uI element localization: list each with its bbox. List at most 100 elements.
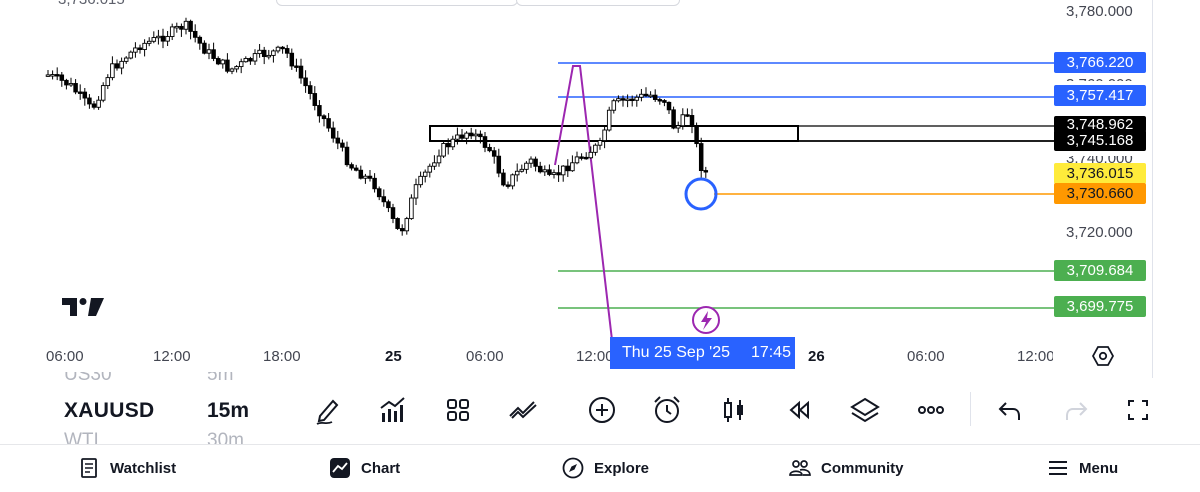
candle-body — [643, 93, 649, 97]
price-tag-blue[interactable]: 3,757.417 — [1054, 85, 1146, 106]
price-chart[interactable] — [0, 0, 1152, 340]
layers-icon[interactable] — [849, 394, 881, 426]
candle-body — [593, 144, 598, 153]
menu-icon — [1049, 461, 1067, 475]
symbol-next[interactable]: WTI — [64, 430, 99, 444]
candle-body — [312, 93, 318, 106]
candle-body — [91, 103, 97, 108]
timeframe-next[interactable]: 30m — [207, 430, 244, 444]
price-axis-border — [1152, 0, 1153, 378]
alarm-icon[interactable] — [651, 394, 683, 426]
current-price-marker — [684, 177, 718, 211]
candle-body — [142, 42, 147, 51]
candle-body — [197, 36, 203, 44]
price-tag-green[interactable]: 3,699.775 — [1054, 296, 1146, 317]
candle-body — [570, 162, 575, 172]
price-tag-orange[interactable]: 3,730.660 — [1054, 183, 1146, 204]
add-icon[interactable] — [586, 394, 618, 426]
candle-body — [298, 65, 304, 79]
compass-icon — [562, 457, 584, 479]
pattern-icon[interactable] — [507, 394, 539, 426]
nav-community[interactable]: Community — [789, 445, 904, 491]
candle-body — [294, 65, 299, 68]
nav-explore[interactable]: Explore — [562, 445, 649, 491]
candle-body — [616, 98, 621, 102]
candle-body — [128, 51, 134, 59]
zone-rectangle — [429, 125, 799, 142]
price-tag-black[interactable]: 3,745.168 — [1054, 130, 1146, 151]
candle-body — [151, 37, 157, 42]
symbol-current[interactable]: XAUUSD — [64, 399, 155, 422]
grid-icon[interactable] — [442, 394, 474, 426]
crosshair-time-tooltip: Thu 25 Sep '25 17:45 — [610, 337, 795, 369]
candle-body — [666, 101, 672, 111]
candle-body — [238, 61, 244, 68]
candle-body — [542, 169, 548, 173]
candle-body — [45, 74, 51, 77]
candle-body — [215, 58, 221, 65]
candle-body — [634, 96, 640, 101]
candle-body — [386, 201, 391, 209]
price-tag-black[interactable]: 3,748.962 — [1054, 116, 1146, 133]
symbol-prev[interactable]: US30 — [64, 372, 112, 385]
candle-body — [597, 140, 603, 146]
candle-body — [510, 174, 515, 187]
candle-body — [404, 218, 410, 232]
fullscreen-icon[interactable] — [1122, 394, 1152, 426]
candle-body — [445, 143, 451, 148]
candle-body — [482, 136, 488, 148]
nav-watchlist[interactable]: Watchlist — [78, 445, 176, 491]
toolbar-divider — [970, 392, 971, 426]
pencil-icon[interactable] — [312, 394, 344, 426]
price-tag-yellow[interactable]: 3,736.015 — [1054, 163, 1146, 184]
candle-body — [602, 129, 607, 142]
candles-icon[interactable] — [718, 394, 750, 426]
replay-icon[interactable] — [783, 394, 815, 426]
candle-body — [367, 175, 373, 179]
candle-body — [455, 134, 460, 140]
candle-body — [59, 74, 65, 81]
candle-body — [188, 20, 193, 32]
more-icon[interactable] — [915, 394, 947, 426]
timeframe-prev[interactable]: 5m — [207, 372, 234, 385]
redo-icon[interactable] — [1060, 394, 1092, 426]
candle-body — [119, 60, 124, 69]
undo-icon[interactable] — [994, 394, 1026, 426]
chart-settings-icon[interactable] — [1092, 345, 1114, 367]
candle-body — [363, 175, 368, 179]
price-tag-green[interactable]: 3,709.684 — [1054, 260, 1146, 281]
candle-body — [284, 48, 290, 54]
time-axis-label: 06:00 — [46, 348, 84, 365]
nav-chart[interactable]: Chart — [329, 445, 400, 491]
candle-body — [524, 162, 529, 170]
candle-body — [680, 114, 686, 127]
candle-body — [450, 138, 456, 148]
candle-body — [54, 74, 60, 77]
candle-body — [123, 57, 129, 62]
candle-body — [685, 114, 690, 117]
candle-body — [146, 40, 152, 44]
timeframe-current[interactable]: 15m — [207, 399, 250, 422]
candle-body — [671, 109, 676, 129]
candle-body — [514, 170, 520, 176]
nav-menu[interactable]: Menu — [1047, 445, 1118, 491]
event-lightning-icon — [701, 311, 712, 330]
time-axis-label: 12:00 — [1017, 348, 1053, 365]
nav-label: Watchlist — [110, 459, 177, 477]
candle-body — [275, 46, 281, 52]
bottom-navigation: Watchlist Chart Explore Community Menu — [0, 444, 1200, 492]
candle-body — [252, 53, 258, 62]
candle-body — [96, 99, 101, 108]
candle-body — [703, 170, 709, 173]
price-tag-blue[interactable]: 3,766.220 — [1054, 52, 1146, 73]
candle-body — [317, 105, 322, 117]
candle-body — [160, 35, 166, 42]
candle-body — [390, 207, 396, 219]
candle-body — [409, 197, 414, 220]
candle-body — [639, 93, 644, 98]
candle-body — [376, 188, 382, 198]
nav-label: Chart — [361, 459, 401, 477]
price-axis-label: 3,720.000 — [1066, 224, 1133, 241]
indicators-icon[interactable] — [377, 394, 409, 426]
chart-canvas[interactable] — [0, 0, 1152, 340]
